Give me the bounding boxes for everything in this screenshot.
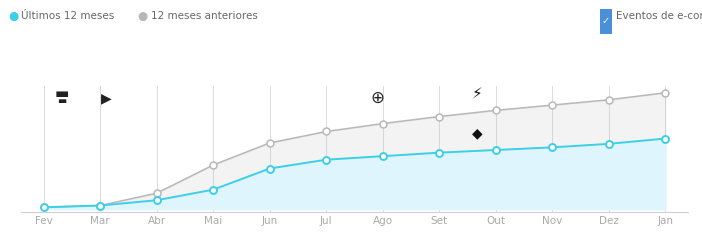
Text: ▬: ▬: [57, 96, 67, 106]
Text: 12 meses anteriores: 12 meses anteriores: [151, 11, 258, 21]
Text: ⚡: ⚡: [472, 86, 483, 101]
Text: ●: ●: [137, 10, 147, 23]
Text: ▬: ▬: [55, 86, 69, 101]
Text: Eventos de e-commerce: Eventos de e-commerce: [616, 11, 702, 21]
Text: Últimos 12 meses: Últimos 12 meses: [21, 11, 114, 21]
Text: ◆: ◆: [472, 127, 483, 141]
Text: ⊕: ⊕: [370, 89, 384, 107]
Text: ✓: ✓: [602, 16, 610, 26]
Text: ●: ●: [8, 10, 19, 23]
Text: ▶: ▶: [101, 91, 112, 105]
